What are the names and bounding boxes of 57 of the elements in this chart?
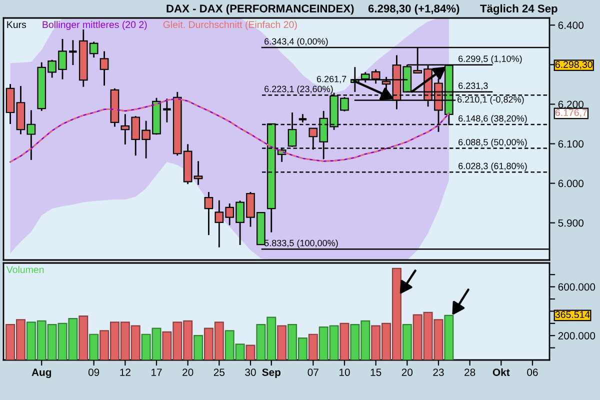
ref-line-label: 6.088,5 (50,00%) [458, 138, 527, 148]
x-tick-label: 09 [88, 368, 100, 376]
x-tick-label: 20 [182, 368, 194, 376]
bar [194, 335, 204, 360]
bar [277, 325, 287, 360]
x-tick-label: 12 [120, 368, 130, 376]
bar [78, 316, 88, 360]
bar [444, 314, 454, 360]
chart-subtitle: 6.298,30 (+1,84%) [368, 4, 460, 15]
candlestick [100, 50, 109, 86]
x-tick-label: Okt [492, 368, 510, 376]
x-tick-label: 15 [370, 368, 382, 376]
x-tick-label: 28 [464, 368, 476, 376]
y-tick-label: 600.000 [558, 283, 596, 291]
ref-line-label: 6.299,5 (1,10%) [458, 55, 522, 64]
x-tick-label: 23 [433, 368, 444, 376]
text: Bollinger mittleres (20 2) [42, 20, 147, 30]
x-tick-label: 10 [339, 368, 350, 376]
text: 6.176,7 [555, 109, 587, 118]
candlestick [68, 39, 78, 66]
ref-line-label: 6.343,4 (0,00%) [264, 38, 328, 46]
y-tick-label: 6.400 [558, 22, 584, 29]
x-tick-label: 07 [308, 368, 318, 376]
ref-line-label: 5.833,5 (100,00%) [264, 240, 338, 248]
ref-line-label: 6.223,1 (23,60%) [264, 86, 333, 94]
candlestick [162, 98, 172, 124]
candlestick [26, 109, 36, 161]
ref-line-label: 6.261,7 [316, 76, 346, 84]
x-tick-label: 30 [245, 368, 256, 376]
candlestick [204, 191, 214, 236]
text: Gleit. Durchschnitt (Einfach 20) [163, 20, 297, 30]
x-tick-label: Aug [32, 368, 52, 378]
ref-line-label: 6.210,1 (-0,82%) [458, 96, 524, 104]
bar [340, 322, 350, 360]
y-tick-label: 5.900 [558, 219, 584, 227]
x-tick-label: 06 [527, 368, 538, 376]
bar [308, 334, 318, 360]
text: Täglich 24 Sep [480, 4, 558, 15]
y-tick-label: 6.100 [558, 140, 584, 148]
x-tick-label: 25 [214, 368, 225, 376]
x-tick-label: 17 [152, 368, 162, 376]
legend-title: Kurs [7, 21, 26, 28]
x-tick-label: 20 [402, 368, 413, 376]
x-tick-label: Sep [262, 368, 281, 378]
y-tick-label: 6.000 [558, 180, 584, 188]
bar [402, 324, 412, 360]
ref-line-label: 6.148,6 (38,20%) [458, 115, 527, 124]
text: 6.298,30 [555, 61, 592, 70]
y-tick-label: 200.000 [558, 332, 596, 340]
y-tick-label: 6.200 [558, 100, 584, 108]
ref-line-label: 6.028,3 (61,80%) [458, 162, 527, 171]
ref-line-label: 6.231,3 [458, 82, 488, 90]
bar [89, 334, 99, 360]
chart-title: DAX - DAX (PERFORMANCEINDEX) [166, 4, 354, 15]
bar [246, 344, 256, 360]
text: 365.514 [555, 311, 590, 318]
text: Volumen [6, 266, 44, 274]
